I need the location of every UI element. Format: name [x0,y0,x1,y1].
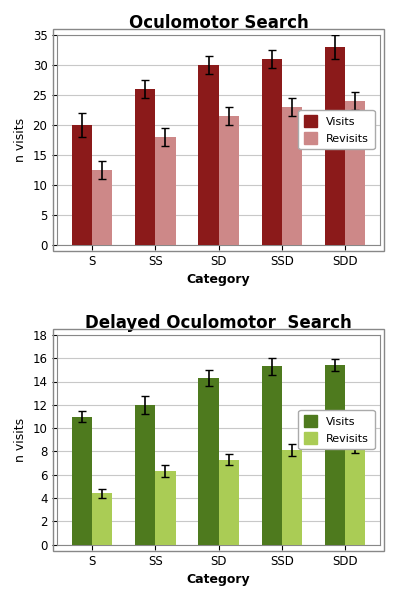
Bar [72,125,92,245]
Bar [262,59,282,245]
Bar [92,170,112,245]
Title: Oculomotor Search: Oculomotor Search [129,14,309,32]
Bar [262,367,282,545]
Bar [199,378,219,545]
Bar [325,47,345,245]
Bar [219,116,239,245]
Bar [282,451,302,545]
Bar [325,365,345,545]
X-axis label: Category: Category [187,573,251,586]
Bar [155,472,176,545]
Bar [155,137,176,245]
Bar [72,416,92,545]
Bar [135,405,155,545]
Legend: Visits, Revisits: Visits, Revisits [298,110,375,149]
Bar [92,493,112,545]
Bar [282,107,302,245]
X-axis label: Category: Category [187,273,251,286]
Title: Delayed Oculomotor  Search: Delayed Oculomotor Search [85,314,352,332]
Legend: Visits, Revisits: Visits, Revisits [298,410,375,449]
Bar [345,446,365,545]
Bar [199,65,219,245]
Bar [345,101,365,245]
Bar [219,460,239,545]
Bar [135,89,155,245]
Y-axis label: n visits: n visits [14,118,27,162]
Y-axis label: n visits: n visits [14,418,27,462]
